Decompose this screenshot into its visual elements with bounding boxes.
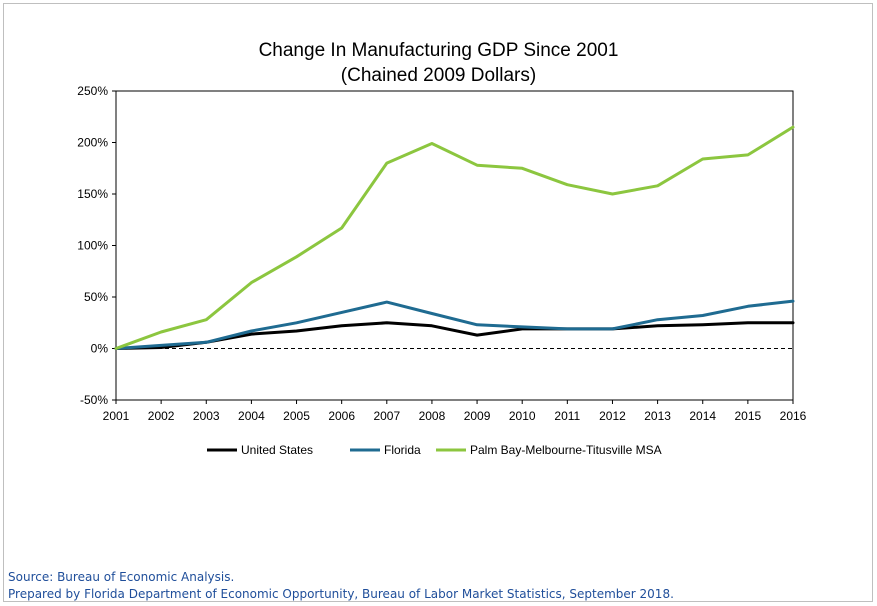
source-note: Source: Bureau of Economic Analysis. xyxy=(8,570,235,584)
x-tick-label: 2002 xyxy=(148,409,175,423)
x-tick-label: 2006 xyxy=(328,409,355,423)
y-axis: -50% 0% 50% 100% 150% 200% 250% xyxy=(77,84,116,407)
x-tick-label: 2007 xyxy=(373,409,400,423)
x-tick-label: 2008 xyxy=(419,409,446,423)
y-tick-label: 50% xyxy=(84,290,108,304)
prepared-by-note: Prepared by Florida Department of Econom… xyxy=(8,587,674,601)
x-tick-label: 2004 xyxy=(238,409,265,423)
series-group xyxy=(114,125,795,350)
x-tick-label: 2016 xyxy=(780,409,807,423)
chart-title-block: Change In Manufacturing GDP Since 2001 (… xyxy=(0,38,877,88)
x-tick-label: 2012 xyxy=(599,409,626,423)
x-tick-label: 2003 xyxy=(193,409,220,423)
plot-area xyxy=(115,90,794,401)
chart-title: Change In Manufacturing GDP Since 2001 xyxy=(258,40,619,61)
x-tick-label: 2010 xyxy=(509,409,536,423)
y-tick-label: -50% xyxy=(80,393,108,407)
y-tick-label: 100% xyxy=(77,239,108,253)
legend-label-2: Palm Bay-Melbourne-Titusville MSA xyxy=(470,443,662,457)
series-line-0 xyxy=(114,321,795,350)
chart-subtitle: (Chained 2009 Dollars) xyxy=(340,65,537,86)
x-tick-label: 2005 xyxy=(283,409,310,423)
x-tick-label: 2015 xyxy=(735,409,762,423)
series-line-1 xyxy=(114,299,795,350)
y-tick-label: 150% xyxy=(77,187,108,201)
x-tick-label: 2013 xyxy=(644,409,671,423)
y-tick-label: 0% xyxy=(91,342,109,356)
x-tick-label: 2014 xyxy=(689,409,716,423)
chart-frame xyxy=(3,3,873,602)
y-tick-label: 250% xyxy=(77,84,108,98)
legend-label-1: Florida xyxy=(384,443,421,457)
series-line-2 xyxy=(114,125,795,350)
legend-label-0: United States xyxy=(241,443,313,457)
x-tick-label: 2009 xyxy=(464,409,491,423)
y-tick-label: 200% xyxy=(77,136,108,150)
x-tick-label: 2011 xyxy=(554,409,580,423)
x-axis: 2001 2002 2003 2004 2005 2006 2007 2008 2009 2010… xyxy=(103,400,807,423)
legend: United States Florida Palm Bay-Melbourne-T… xyxy=(207,443,662,457)
x-tick-label: 2001 xyxy=(103,409,130,423)
